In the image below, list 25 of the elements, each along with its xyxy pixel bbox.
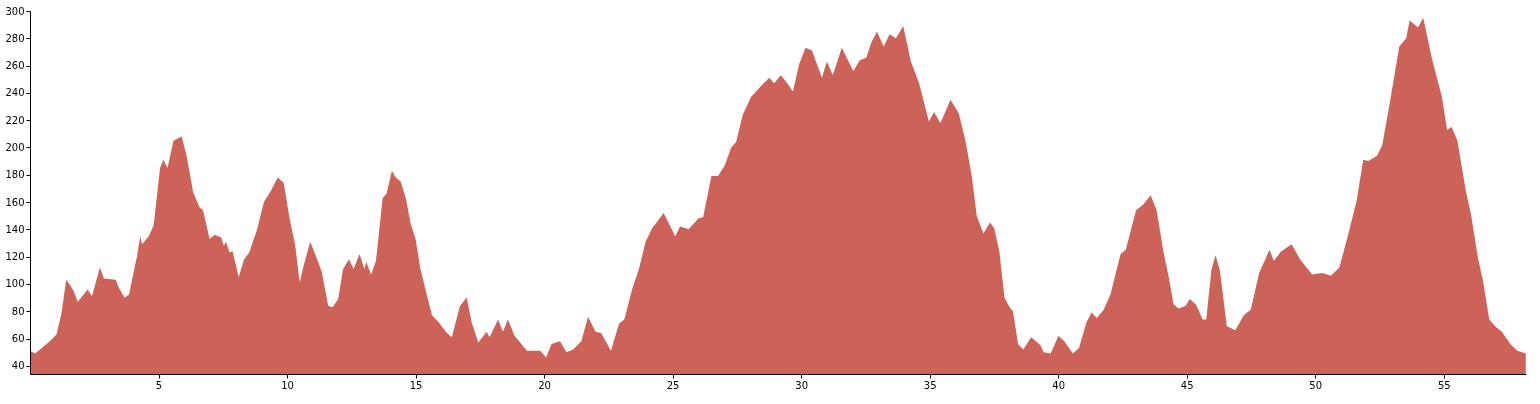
y-tick-label: 240	[5, 87, 25, 99]
x-tick-label: 35	[923, 379, 937, 391]
y-tick-label: 40	[11, 360, 25, 372]
y-tick-label: 260	[5, 60, 25, 72]
x-tick-label: 45	[1180, 379, 1194, 391]
y-tick-label: 60	[11, 333, 25, 345]
x-tick-label: 20	[538, 379, 551, 391]
y-tick-label: 280	[5, 32, 25, 44]
x-tick-label: 5	[155, 379, 163, 391]
y-tick-label: 80	[11, 305, 25, 317]
x-tick-label: 40	[1052, 379, 1066, 391]
x-tick-label: 30	[795, 379, 808, 391]
x-tick-label: 10	[281, 379, 294, 391]
x-tick-label: 55	[1437, 379, 1451, 391]
y-tick-label: 180	[5, 169, 25, 181]
x-tick-label: 50	[1309, 379, 1323, 391]
y-tick-label: 160	[5, 196, 25, 208]
y-tick-label: 140	[5, 223, 25, 235]
y-tick-label: 200	[5, 141, 25, 153]
y-tick-label: 300	[5, 5, 25, 17]
x-tick-label: 25	[666, 379, 680, 391]
x-tick-label: 15	[409, 379, 423, 391]
y-tick-label: 220	[5, 114, 25, 126]
y-tick-label: 120	[5, 251, 25, 263]
y-tick-label: 100	[5, 278, 25, 290]
